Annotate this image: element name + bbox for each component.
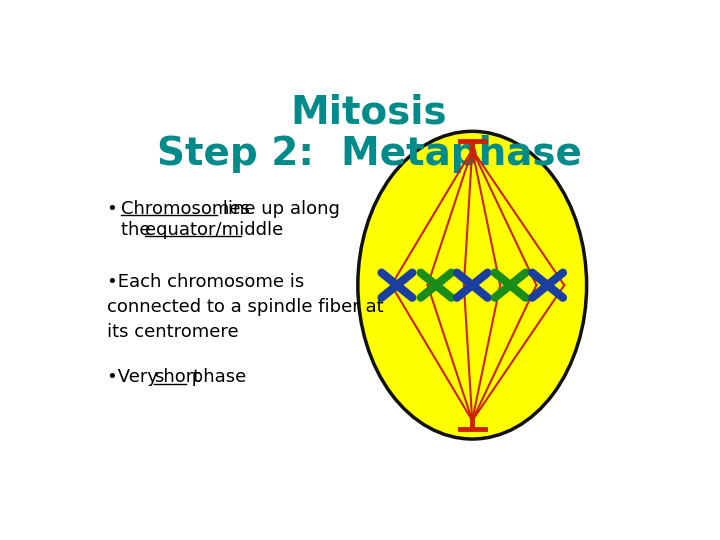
Ellipse shape — [358, 131, 587, 439]
Text: phase: phase — [186, 368, 246, 386]
Text: •Each chromosome is
connected to a spindle fiber at
its centromere: •Each chromosome is connected to a spind… — [107, 273, 383, 341]
Text: Chromosomes: Chromosomes — [121, 200, 250, 218]
Text: •Very: •Very — [107, 368, 163, 386]
Text: short: short — [153, 368, 200, 386]
Text: Step 2:  Metaphase: Step 2: Metaphase — [156, 136, 582, 173]
Text: the: the — [121, 221, 156, 239]
Text: Mitosis: Mitosis — [291, 94, 447, 132]
Text: line up along: line up along — [217, 200, 340, 218]
Text: equator/middle: equator/middle — [145, 221, 283, 239]
Text: •: • — [107, 200, 117, 218]
